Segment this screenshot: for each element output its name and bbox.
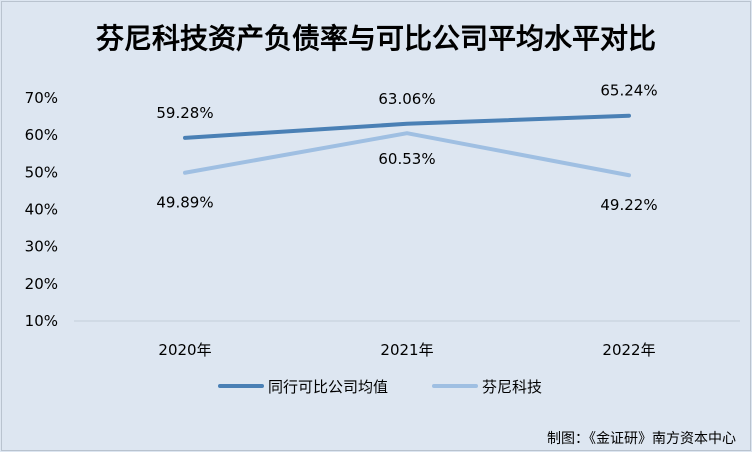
y-axis: 10% 20% 30% 40% 50% 60% 70%	[25, 89, 58, 330]
y-tick-label: 70%	[25, 89, 58, 107]
y-tick-label: 20%	[25, 275, 58, 293]
y-tick-label: 60%	[25, 126, 58, 144]
y-tick-label: 50%	[25, 163, 58, 181]
x-tick-label: 2020年	[158, 341, 211, 359]
data-label: 65.24%	[600, 82, 657, 100]
series-line-2	[183, 131, 631, 178]
data-label: 59.28%	[156, 104, 213, 122]
y-tick-label: 10%	[25, 312, 58, 330]
y-tick-label: 40%	[25, 201, 58, 219]
series-line-1	[183, 113, 631, 140]
data-label: 49.89%	[156, 194, 213, 212]
legend: 同行可比公司均值 芬尼科技	[218, 378, 542, 396]
data-label: 63.06%	[378, 90, 435, 108]
chart-title: 芬尼科技资产负债率与可比公司平均水平对比	[96, 22, 656, 55]
x-axis: 2020年 2021年 2022年	[158, 341, 655, 359]
legend-label: 芬尼科技	[482, 378, 542, 396]
y-tick-label: 30%	[25, 238, 58, 256]
chart-credit: 制图：《金证研》南方资本中心	[547, 431, 736, 447]
data-label: 60.53%	[378, 150, 435, 168]
x-tick-label: 2021年	[380, 341, 433, 359]
x-tick-label: 2022年	[602, 341, 655, 359]
series-lines	[183, 113, 631, 178]
data-labels: 59.28% 63.06% 65.24% 49.89% 60.53% 49.22%	[156, 82, 657, 215]
legend-label: 同行可比公司均值	[268, 378, 388, 396]
data-label: 49.22%	[600, 196, 657, 214]
